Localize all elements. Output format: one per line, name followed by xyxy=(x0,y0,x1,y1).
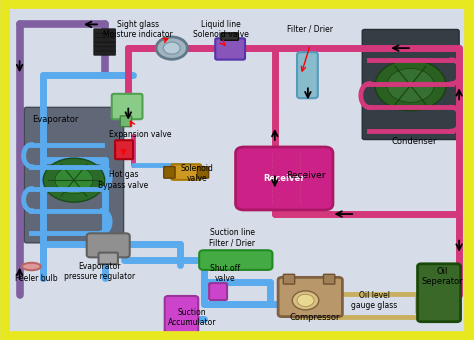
FancyBboxPatch shape xyxy=(362,30,459,139)
FancyBboxPatch shape xyxy=(171,164,201,180)
Text: Evaporator
pressure regulator: Evaporator pressure regulator xyxy=(64,262,136,281)
Circle shape xyxy=(163,42,180,54)
Circle shape xyxy=(297,294,314,306)
Text: Liquid line
Solenoid valve: Liquid line Solenoid valve xyxy=(192,20,248,39)
Circle shape xyxy=(375,60,446,111)
Circle shape xyxy=(43,158,105,202)
Text: Expansion valve: Expansion valve xyxy=(109,130,172,139)
Circle shape xyxy=(387,68,434,102)
FancyBboxPatch shape xyxy=(236,147,333,210)
FancyBboxPatch shape xyxy=(197,167,209,178)
Text: Oil
Seperator: Oil Seperator xyxy=(422,267,464,286)
Text: Suction
Accumulator: Suction Accumulator xyxy=(168,308,216,327)
FancyBboxPatch shape xyxy=(24,107,124,243)
FancyBboxPatch shape xyxy=(120,116,132,127)
Text: Condenser: Condenser xyxy=(392,137,437,146)
Text: Shut off
valve: Shut off valve xyxy=(210,264,240,283)
FancyBboxPatch shape xyxy=(115,140,133,159)
FancyBboxPatch shape xyxy=(283,274,295,284)
Text: Compressor: Compressor xyxy=(290,313,340,322)
FancyBboxPatch shape xyxy=(94,38,116,42)
Text: Solenoid
valve: Solenoid valve xyxy=(181,164,213,183)
Text: Receiver: Receiver xyxy=(286,171,325,180)
FancyBboxPatch shape xyxy=(215,38,245,60)
FancyBboxPatch shape xyxy=(94,51,116,55)
Text: Filter / Drier: Filter / Drier xyxy=(287,25,333,34)
FancyBboxPatch shape xyxy=(87,233,130,257)
Circle shape xyxy=(292,291,319,310)
Circle shape xyxy=(156,37,187,59)
FancyBboxPatch shape xyxy=(209,283,227,300)
Text: Evaporator: Evaporator xyxy=(32,115,78,124)
FancyBboxPatch shape xyxy=(99,253,118,264)
Text: Sight glass
Moisture indicator: Sight glass Moisture indicator xyxy=(103,20,173,39)
FancyBboxPatch shape xyxy=(323,274,335,284)
FancyBboxPatch shape xyxy=(94,33,116,38)
Text: Oil level
gauge glass: Oil level gauge glass xyxy=(351,291,397,310)
FancyBboxPatch shape xyxy=(278,277,342,317)
FancyBboxPatch shape xyxy=(94,46,116,51)
FancyBboxPatch shape xyxy=(112,94,143,119)
FancyBboxPatch shape xyxy=(94,29,116,33)
FancyBboxPatch shape xyxy=(164,167,175,178)
Text: Suction line
Filter / Drier: Suction line Filter / Drier xyxy=(210,228,255,248)
Ellipse shape xyxy=(22,263,41,270)
Text: Receiver: Receiver xyxy=(264,174,305,183)
Text: Feeler bulb: Feeler bulb xyxy=(15,274,57,283)
Text: Hot gas
Bypass valve: Hot gas Bypass valve xyxy=(99,170,149,190)
FancyBboxPatch shape xyxy=(221,33,238,40)
Circle shape xyxy=(55,167,93,194)
FancyBboxPatch shape xyxy=(199,250,273,270)
FancyBboxPatch shape xyxy=(418,264,461,322)
FancyBboxPatch shape xyxy=(297,52,318,98)
FancyBboxPatch shape xyxy=(94,42,116,46)
FancyBboxPatch shape xyxy=(164,296,198,335)
